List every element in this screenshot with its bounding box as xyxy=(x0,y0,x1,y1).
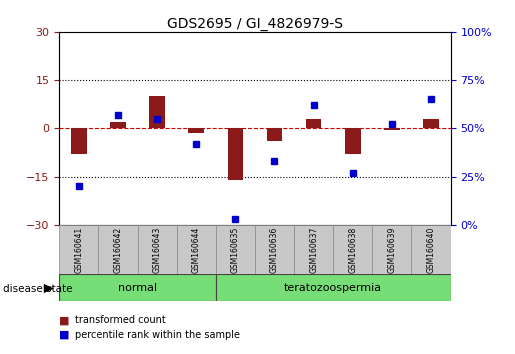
Title: GDS2695 / GI_4826979-S: GDS2695 / GI_4826979-S xyxy=(167,17,343,31)
Bar xyxy=(372,225,411,274)
Bar xyxy=(228,128,243,180)
Text: GSM160635: GSM160635 xyxy=(231,226,240,273)
Bar xyxy=(71,128,87,154)
Text: GSM160643: GSM160643 xyxy=(152,226,162,273)
Bar xyxy=(384,128,400,130)
Text: GSM160641: GSM160641 xyxy=(74,227,83,273)
Bar xyxy=(294,225,333,274)
Bar xyxy=(216,274,451,301)
Text: ■: ■ xyxy=(59,315,70,325)
Bar xyxy=(255,225,294,274)
Bar xyxy=(423,119,439,128)
Bar xyxy=(59,225,98,274)
Text: disease state: disease state xyxy=(3,284,72,293)
Bar xyxy=(267,128,282,141)
Bar xyxy=(411,225,451,274)
Bar xyxy=(333,225,372,274)
Text: GSM160636: GSM160636 xyxy=(270,226,279,273)
Text: transformed count: transformed count xyxy=(75,315,165,325)
Bar xyxy=(138,225,177,274)
Bar xyxy=(345,128,360,154)
Text: normal: normal xyxy=(118,282,157,293)
Text: GSM160637: GSM160637 xyxy=(309,226,318,273)
Bar xyxy=(98,225,138,274)
Text: ■: ■ xyxy=(59,330,70,339)
Text: GSM160638: GSM160638 xyxy=(348,227,357,273)
Text: percentile rank within the sample: percentile rank within the sample xyxy=(75,330,239,339)
Bar xyxy=(149,96,165,128)
Bar xyxy=(306,119,321,128)
Text: teratozoospermia: teratozoospermia xyxy=(284,282,382,293)
Bar xyxy=(177,225,216,274)
Text: GSM160642: GSM160642 xyxy=(113,227,123,273)
Text: GSM160640: GSM160640 xyxy=(426,226,436,273)
Text: GSM160639: GSM160639 xyxy=(387,226,397,273)
Polygon shape xyxy=(44,284,54,293)
Bar xyxy=(110,122,126,128)
Bar xyxy=(188,128,204,133)
Bar xyxy=(59,274,216,301)
Bar xyxy=(216,225,255,274)
Text: GSM160644: GSM160644 xyxy=(192,226,201,273)
